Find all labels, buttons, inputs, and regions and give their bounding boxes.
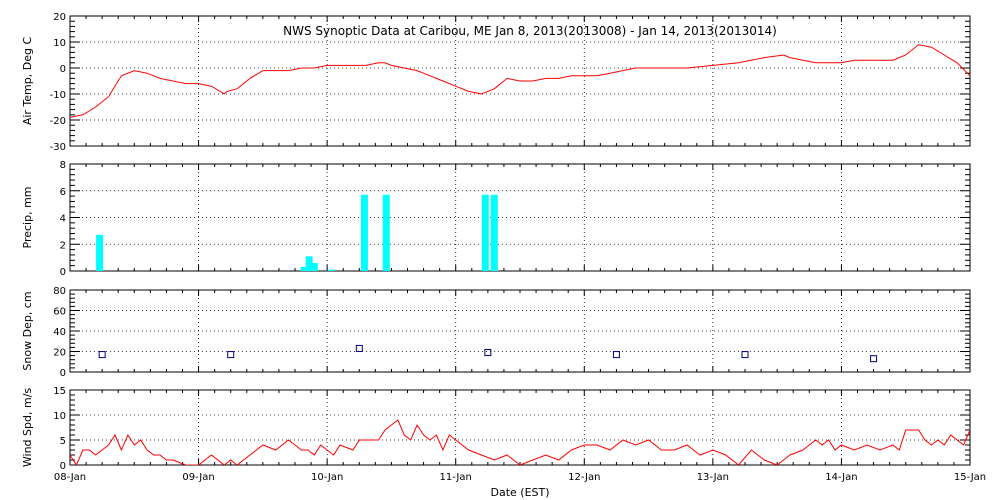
panel-3: 0 5 10 15 Wind Spd, m/s: [21, 386, 971, 472]
chart-title: NWS Synoptic Data at Caribou, ME Jan 8, …: [283, 24, 777, 38]
snow-depth-point: [741, 351, 749, 359]
snow-depth-point: [484, 349, 492, 357]
snow-depth-point: [612, 351, 620, 359]
y-tick-label: 0: [60, 267, 66, 278]
x-tick-label: 08-Jan: [54, 472, 86, 483]
precip-bar: [310, 262, 318, 271]
y-tick-label: 60: [53, 307, 66, 318]
y-axis-title: Snow Dep, cm: [21, 291, 34, 370]
series-line: [70, 44, 970, 118]
x-tick-label: 10-Jan: [311, 472, 343, 483]
y-tick-label: 6: [60, 187, 66, 198]
y-tick-label: 5: [60, 436, 66, 447]
y-tick-label: -30: [50, 142, 66, 153]
y-tick-label: 0: [60, 461, 66, 472]
x-tick-label: 14-Jan: [825, 472, 857, 483]
snow-depth-point: [870, 355, 878, 363]
precip-bar: [481, 194, 489, 271]
y-tick-label: 4: [60, 214, 66, 225]
series-0: [70, 44, 970, 118]
precip-bar: [300, 266, 308, 271]
panel-2: 0 20 40 60 80 Snow Dep, cm: [21, 286, 971, 379]
y-tick-label: -10: [50, 90, 66, 101]
x-tick-label: 15-Jan: [954, 472, 986, 483]
x-tick-label: 12-Jan: [568, 472, 600, 483]
panel-1: 0 2 4 6 8 Precip, mm: [21, 160, 971, 278]
x-tick-label: 13-Jan: [697, 472, 729, 483]
y-tick-label: 80: [53, 286, 66, 297]
y-tick-label: 0: [60, 64, 66, 75]
y-tick-label: 8: [60, 160, 66, 171]
y-tick-label: 20: [53, 348, 66, 359]
x-axis-title: Date (EST): [490, 486, 549, 499]
y-axis-title: Air Temp, Deg C: [21, 37, 34, 126]
precip-bar: [96, 234, 104, 271]
y-tick-label: 20: [53, 12, 66, 23]
y-tick-label: 15: [53, 386, 66, 397]
y-tick-label: 10: [53, 38, 66, 49]
precip-bar: [360, 194, 368, 271]
snow-depth-point: [98, 351, 106, 359]
snow-depth-point: [227, 351, 235, 359]
y-tick-label: 0: [60, 368, 66, 379]
y-tick-label: 2: [60, 240, 66, 251]
precip-bar: [382, 194, 390, 271]
y-axis-title: Wind Spd, m/s: [21, 388, 34, 468]
panel-frame: [69, 389, 971, 466]
precip-bar: [327, 269, 335, 271]
snow-depth-point: [355, 344, 363, 352]
y-tick-label: 40: [53, 327, 66, 338]
y-axis-title: Precip, mm: [21, 187, 34, 249]
precip-bar: [305, 256, 313, 271]
series-1: [96, 194, 498, 271]
x-tick-label: 11-Jan: [440, 472, 472, 483]
series-line: [70, 419, 970, 465]
x-tick-label: 09-Jan: [182, 472, 214, 483]
y-tick-label: 10: [53, 411, 66, 422]
series-3: [70, 419, 970, 465]
precip-bar: [490, 194, 498, 271]
series-2: [98, 344, 878, 363]
y-tick-label: -20: [50, 116, 66, 127]
panel-0: -30 -20 -10 0 10 20 Air Temp, Deg C: [21, 12, 971, 153]
